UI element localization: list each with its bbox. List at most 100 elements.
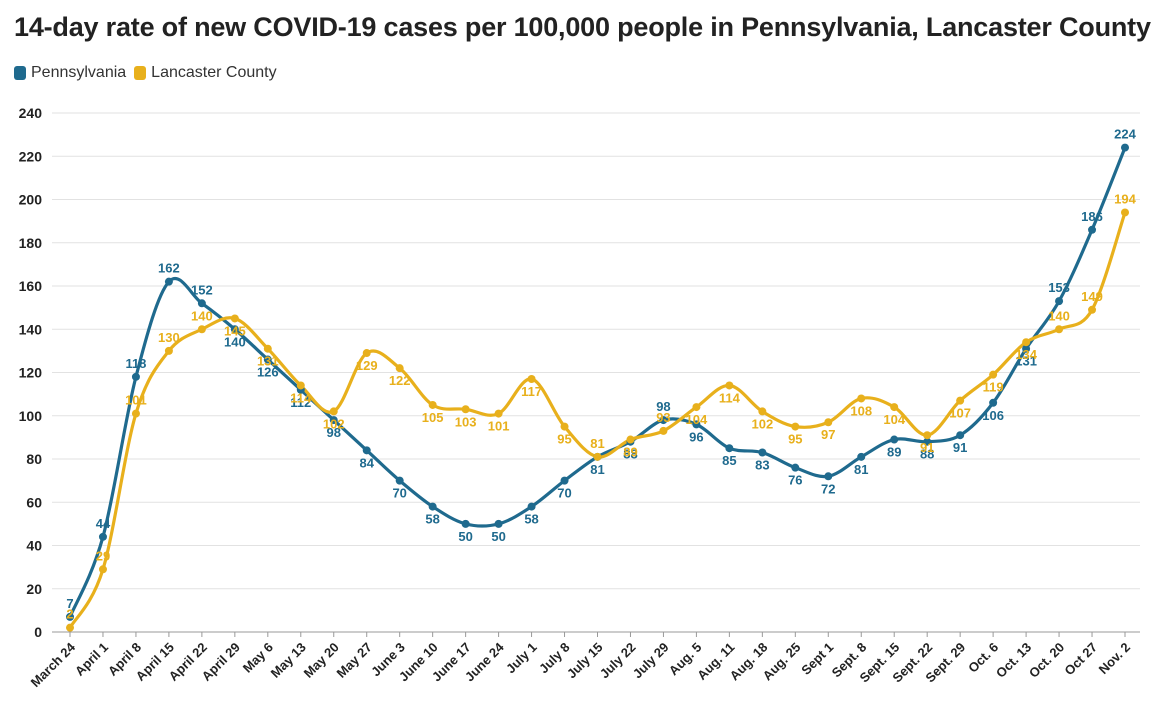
data-point-lancaster (197, 325, 206, 334)
data-point-lancaster (659, 426, 668, 435)
data-point-pennsylvania (692, 420, 701, 429)
data-label-pennsylvania: 50 (458, 529, 472, 544)
data-label-pennsylvania: 81 (590, 462, 604, 477)
data-point-lancaster (230, 314, 239, 323)
x-tick-label: July 1 (503, 640, 540, 677)
data-label-lancaster: 101 (488, 419, 510, 434)
data-label-lancaster: 194 (1114, 191, 1136, 206)
data-point-lancaster (461, 405, 470, 414)
data-label-lancaster: 81 (590, 436, 604, 451)
data-label-lancaster: 119 (983, 380, 1004, 395)
y-tick-label: 60 (26, 494, 42, 510)
data-label-lancaster: 134 (1015, 347, 1037, 362)
x-tick-label: Nov. 2 (1096, 640, 1134, 678)
x-tick-label: May 20 (301, 640, 342, 681)
data-point-lancaster (890, 403, 899, 412)
x-tick-label: May 27 (334, 640, 375, 681)
x-tick-label: July 29 (630, 640, 672, 682)
data-label-lancaster: 89 (623, 445, 637, 460)
data-point-lancaster (1121, 208, 1129, 217)
data-point-pennsylvania (230, 325, 239, 334)
y-tick-label: 140 (19, 321, 43, 337)
data-label-pennsylvania: 152 (191, 282, 213, 297)
data-label-lancaster: 101 (125, 393, 147, 408)
data-label-lancaster: 130 (158, 330, 180, 345)
legend-label-lancaster: Lancaster County (151, 64, 277, 81)
data-point-lancaster (131, 409, 140, 418)
y-tick-label: 240 (19, 105, 43, 121)
data-label-pennsylvania: 98 (656, 399, 670, 414)
data-label-lancaster: 108 (850, 403, 872, 418)
data-point-lancaster (593, 452, 602, 461)
data-label-lancaster: 104 (883, 412, 905, 427)
data-label-pennsylvania: 106 (982, 408, 1004, 423)
y-tick-label: 160 (19, 278, 43, 294)
data-point-lancaster (395, 364, 404, 373)
data-point-pennsylvania (197, 299, 206, 308)
data-label-lancaster: 91 (920, 440, 934, 455)
data-point-pennsylvania (98, 532, 107, 541)
data-point-lancaster (824, 418, 833, 427)
data-label-lancaster: 131 (257, 354, 279, 369)
data-point-pennsylvania (428, 502, 437, 511)
data-label-pennsylvania: 126 (257, 365, 279, 380)
x-tick-label: Oct. 20 (1026, 640, 1067, 681)
legend-item-pennsylvania: Pennsylvania (14, 64, 126, 82)
data-label-pennsylvania: 44 (96, 516, 111, 531)
data-point-pennsylvania (66, 612, 74, 621)
data-point-lancaster (791, 422, 800, 431)
data-label-lancaster: 103 (455, 414, 477, 429)
y-tick-label: 220 (19, 148, 43, 164)
data-point-pennsylvania (461, 519, 470, 528)
data-label-pennsylvania: 96 (689, 429, 703, 444)
data-point-pennsylvania (1121, 143, 1129, 152)
data-label-pennsylvania: 131 (1015, 354, 1037, 369)
data-point-lancaster (956, 396, 965, 405)
data-point-lancaster (857, 394, 866, 403)
data-point-lancaster (362, 349, 371, 358)
data-point-lancaster (263, 344, 272, 353)
data-point-pennsylvania (725, 444, 734, 453)
data-point-pennsylvania (329, 416, 338, 425)
data-point-pennsylvania (1055, 297, 1064, 306)
data-point-pennsylvania (362, 446, 371, 455)
data-label-pennsylvania: 118 (125, 356, 146, 371)
data-label-lancaster: 122 (389, 373, 411, 388)
data-point-pennsylvania (659, 416, 668, 425)
legend-swatch-pennsylvania (14, 66, 26, 80)
data-label-lancaster: 95 (788, 432, 802, 447)
data-point-lancaster (1022, 338, 1031, 347)
data-point-pennsylvania (263, 355, 272, 364)
y-tick-label: 20 (26, 581, 42, 597)
y-tick-label: 200 (19, 192, 43, 208)
data-label-pennsylvania: 140 (224, 334, 246, 349)
data-label-lancaster: 114 (290, 390, 312, 405)
chart-title: 14-day rate of new COVID-19 cases per 10… (14, 12, 1151, 42)
y-tick-label: 100 (19, 408, 43, 424)
data-label-lancaster: 105 (422, 410, 444, 425)
data-label-pennsylvania: 153 (1048, 280, 1070, 295)
data-label-lancaster: 149 (1081, 289, 1103, 304)
data-point-lancaster (329, 407, 338, 416)
data-label-lancaster: 129 (356, 358, 378, 373)
data-point-lancaster (66, 623, 74, 632)
data-point-lancaster (428, 400, 437, 409)
x-tick-label: July 22 (597, 640, 639, 682)
data-point-pennsylvania (989, 398, 998, 407)
data-point-lancaster (1055, 325, 1064, 334)
data-point-lancaster (527, 374, 536, 383)
data-label-pennsylvania: 70 (392, 486, 406, 501)
data-label-pennsylvania: 58 (425, 512, 439, 527)
data-label-pennsylvania: 50 (491, 529, 505, 544)
legend: Pennsylvania Lancaster County (14, 64, 285, 82)
x-tick-label: Oct. 13 (993, 640, 1034, 681)
data-point-pennsylvania (857, 452, 866, 461)
data-label-pennsylvania: 91 (953, 440, 967, 455)
data-label-lancaster: 145 (224, 323, 246, 338)
data-label-pennsylvania: 72 (821, 481, 835, 496)
data-point-lancaster (1088, 305, 1097, 314)
data-point-pennsylvania (791, 463, 800, 472)
data-point-pennsylvania (956, 431, 965, 440)
y-tick-label: 80 (26, 451, 42, 467)
